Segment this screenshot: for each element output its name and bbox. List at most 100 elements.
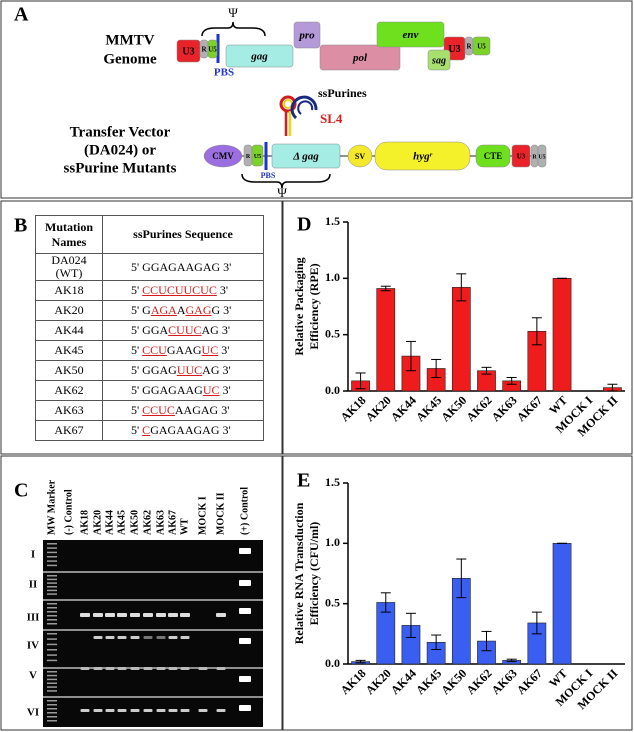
segment-label: U5 [254,154,261,160]
segment-label: pol [352,52,368,64]
gel-band [216,613,226,617]
gel-band [239,705,251,711]
gel-band [130,636,140,639]
lane-label: (+) Control [239,487,250,535]
gel-band [130,667,140,670]
row-label: IV [27,640,39,652]
row-label: II [29,579,38,591]
table-row: AK44 5' GGACUUCAG 3' [35,320,264,341]
table-row: AK63 5' CCUCAAGAG 3' [35,400,264,421]
lane-label: AK18 [79,510,90,535]
gel-band [105,709,115,712]
mutation-name: AK44 [35,320,103,341]
error-bar [456,273,467,302]
gel-band [168,636,178,639]
gel-band [156,667,166,670]
panel-letter: C [14,480,28,502]
gel-band [93,636,103,639]
error-bar [431,634,442,651]
header-cell: ssPurines Sequence [102,215,264,254]
genome-title: Genome [103,51,157,67]
mutation-name: AK18 [35,280,103,301]
gel-band [239,608,251,614]
gel-band [117,667,127,670]
mutated-bases: C [142,423,151,437]
y-tick-label: 0.5 [325,326,340,340]
x-tick-label: AK67 [514,666,545,697]
ladder-band [47,578,57,581]
lane-label: MOCK II [215,492,226,535]
ladder-band [47,678,57,681]
gel-band [105,613,115,617]
vector-segment [251,144,264,167]
error-bar [531,611,542,635]
sequence-text: 5' GGAGAAGAG 3' [131,259,232,274]
gel-band [143,667,153,670]
gel-band [117,613,127,617]
panel-frame [0,0,633,199]
gel-band [168,667,178,670]
x-tick-label: AK62 [463,666,494,697]
purine-arc [297,100,314,115]
sequence-text: 5' [131,283,143,297]
ladder-band [47,551,57,554]
gel-band [216,709,226,712]
ladder-band [47,593,57,595]
gel-band [216,667,226,670]
gel-band [93,613,103,617]
ladder-band [47,611,57,613]
error-bar [531,317,542,346]
segment-label: U5 [208,46,217,54]
gel-band [180,613,190,617]
x-tick-label: AK63 [489,393,520,424]
header-row: Mutation Names ssPurines Sequence [35,215,264,254]
ladder-band [47,686,57,688]
x-tick-label: AK50 [438,393,469,424]
ladder-band [47,649,57,651]
ladder-band [47,564,57,567]
ladder-band [47,712,57,714]
ladder-band [47,619,57,621]
ladder-band [47,615,57,617]
ladder-band [47,654,57,656]
y-tick-label: 1.0 [325,535,340,549]
panel-letter: E [297,470,310,492]
mutation-name: AK62 [35,380,103,401]
gel-band [180,667,190,670]
table-row: DA024 (WT) 5' GGAGAAGAG 3' [35,253,264,281]
ladder-band [47,603,57,605]
segment-label: hygʳ [413,151,433,163]
error-bar [481,366,492,375]
error-bar [355,659,366,664]
gel-band [80,667,90,670]
sequence-cell: 5' GGAGAAGUC 3' [102,380,264,401]
sequence-text: 3' [216,283,229,297]
ladder-band [47,638,57,640]
lane-label: AK45 [116,510,127,535]
mutation-name: AK67 [35,420,103,441]
gel-band [105,636,115,639]
y-tick-label: 1.5 [325,214,340,228]
ladder-band [47,690,57,692]
ladder-band [47,708,57,710]
x-tick-label: AK44 [388,393,419,424]
segment-label: U3 [182,46,194,57]
error-bar [607,383,618,392]
gel-band [180,636,190,639]
header-cell: Mutation Names [35,215,103,254]
panel-letter: B [14,215,27,237]
sequence-cell: 5' GGAGUUCAG 3' [102,360,264,381]
sequence-text: 3' [219,383,231,397]
gel-band [168,613,178,617]
y-axis-label: Relative Packaging [292,257,306,355]
error-bar [456,558,467,599]
panel-letter: A [14,4,29,26]
table-row: AK18 5' CCUCUUCUC 3' [35,280,264,301]
lane-label: AK67 [167,510,178,535]
lane-label: MOCK I [197,496,208,535]
loop [279,95,297,113]
stem-loop-icon [279,95,318,136]
x-tick-label: AK63 [489,666,520,697]
vector-title: (DA024) or [84,142,156,158]
